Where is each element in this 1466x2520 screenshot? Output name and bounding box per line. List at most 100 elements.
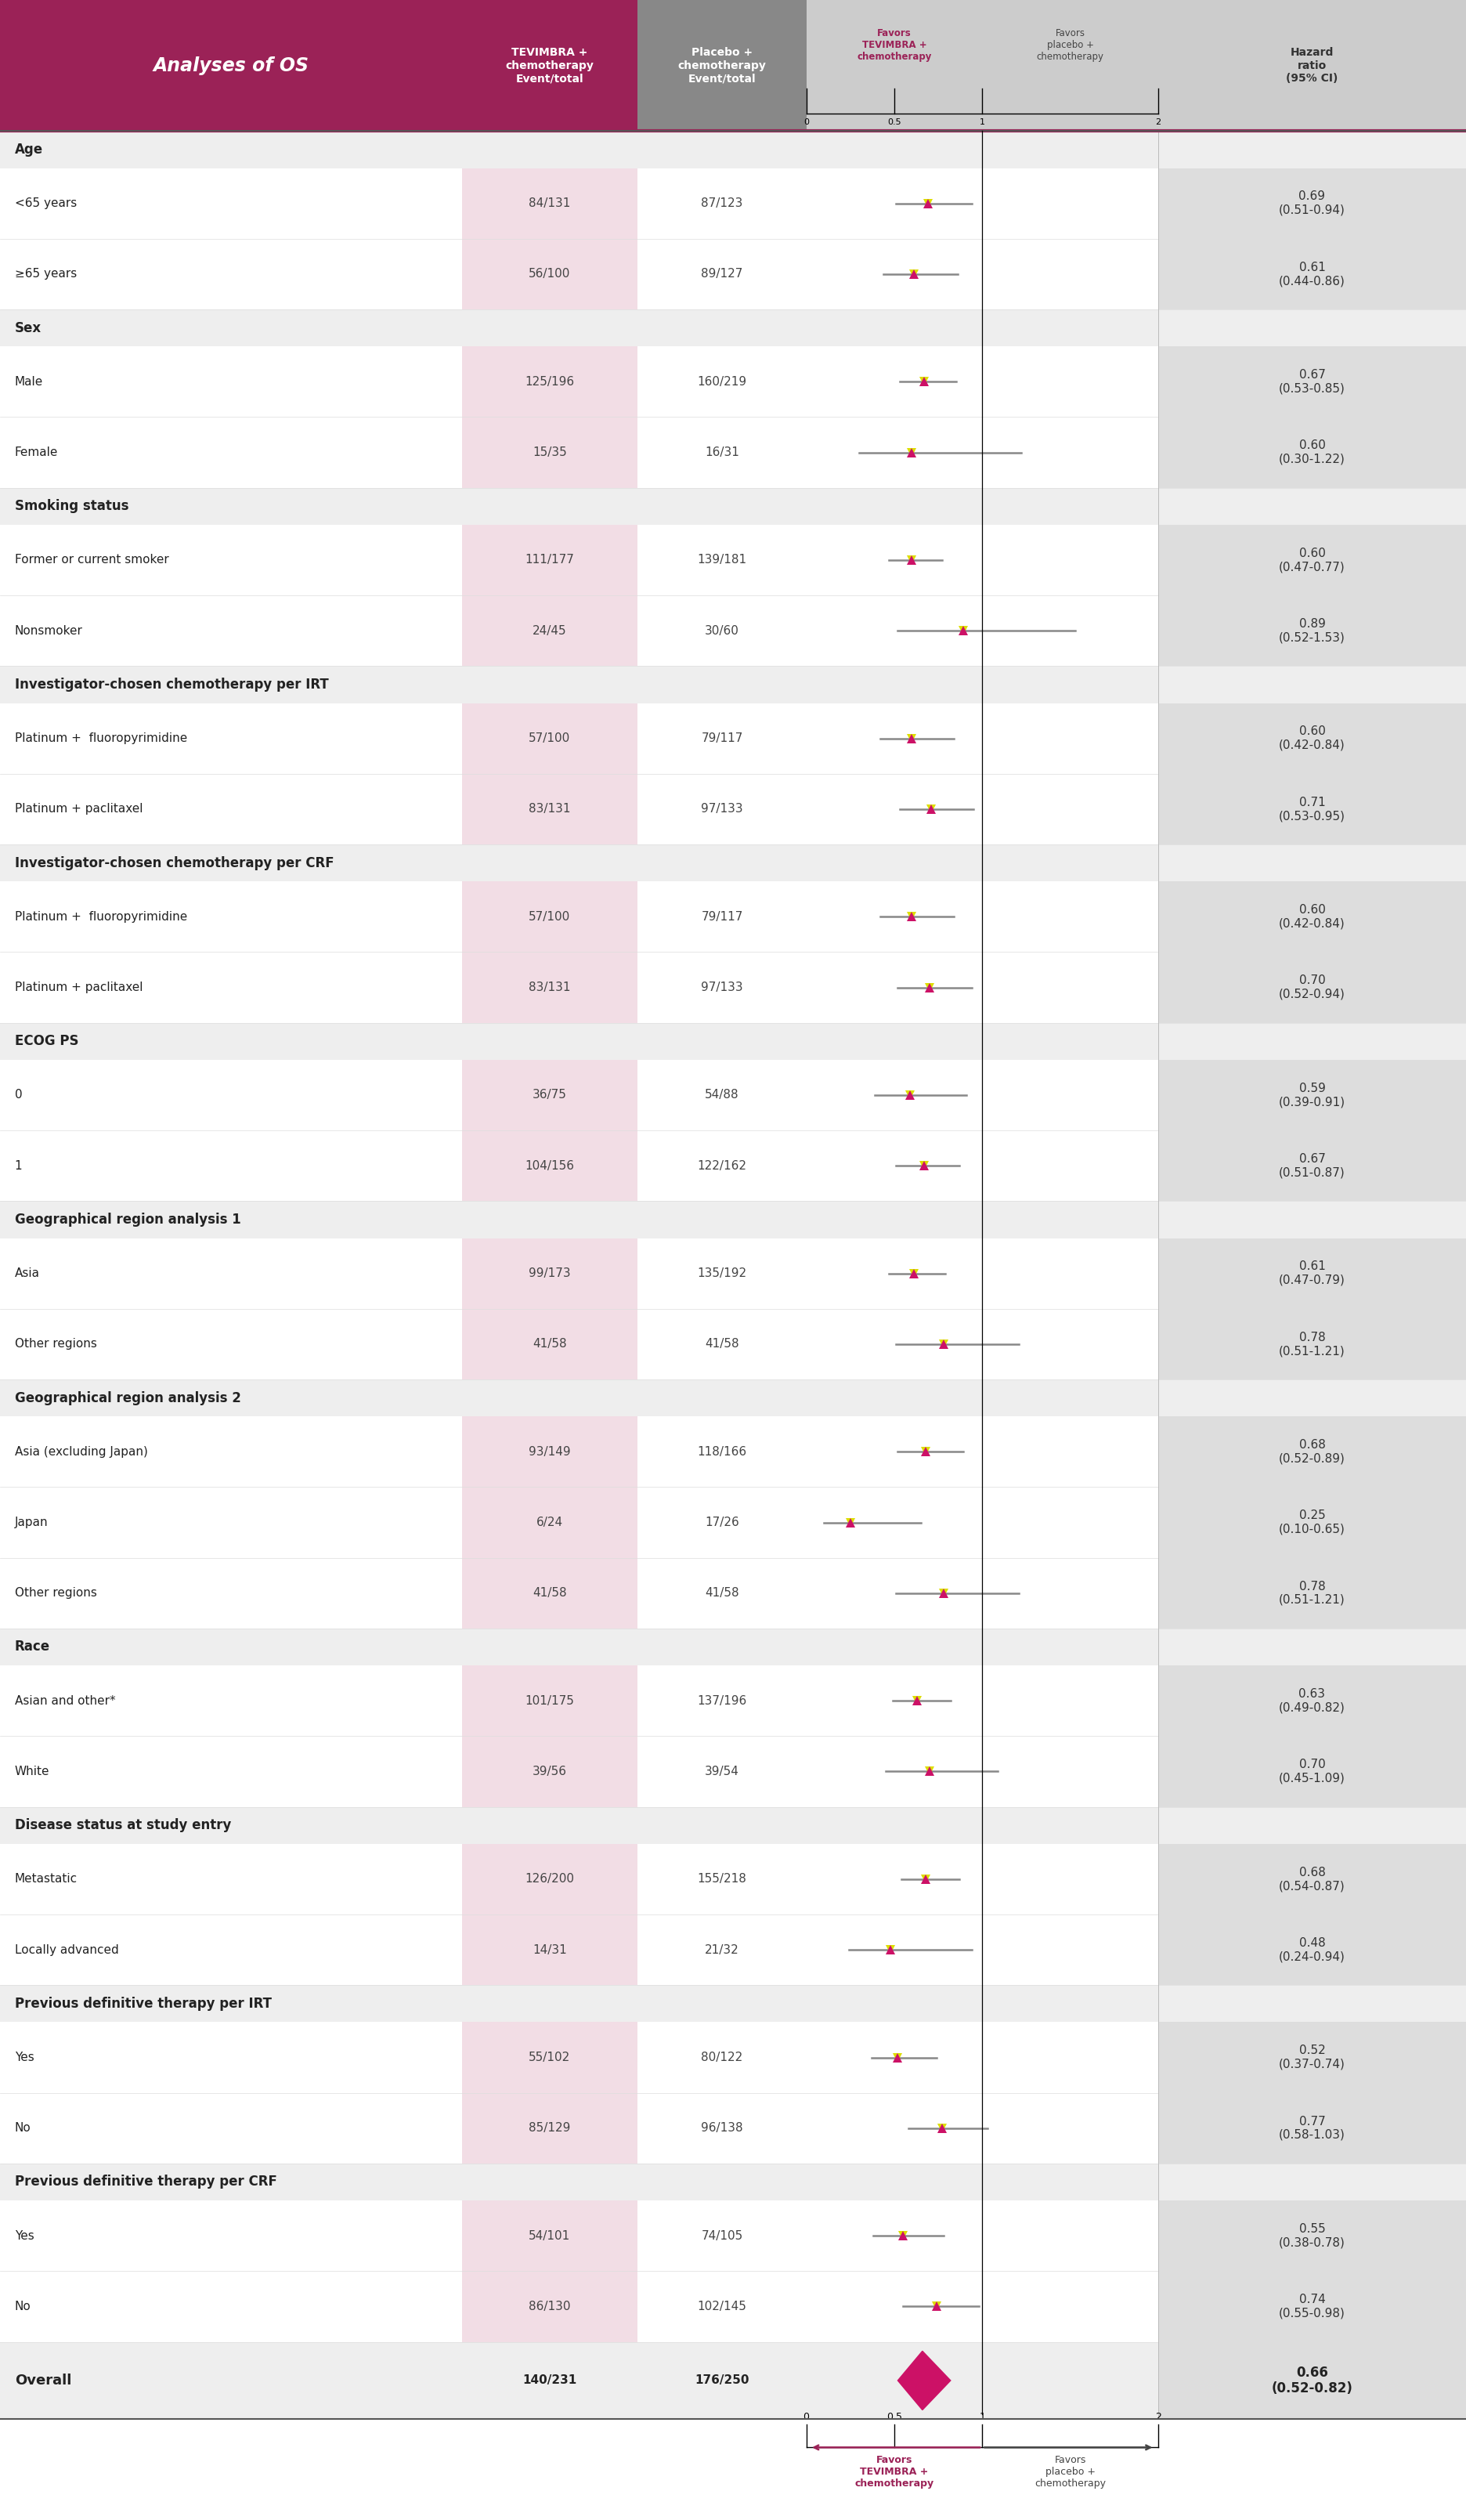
Bar — [462, 882, 638, 953]
Bar — [638, 0, 806, 131]
Bar — [1158, 2341, 1466, 2419]
Bar — [1158, 595, 1466, 665]
Bar — [638, 1237, 806, 1308]
Text: 0.61
(0.44-0.86): 0.61 (0.44-0.86) — [1278, 262, 1346, 287]
Text: 54/101: 54/101 — [529, 2230, 570, 2243]
Bar — [462, 1557, 638, 1628]
Text: Geographical region analysis 2: Geographical region analysis 2 — [15, 1391, 240, 1406]
Text: ≥65 years: ≥65 years — [15, 267, 76, 280]
Text: 93/149: 93/149 — [529, 1446, 570, 1457]
Text: 15/35: 15/35 — [532, 446, 567, 459]
Text: 0.61
(0.47-0.79): 0.61 (0.47-0.79) — [1278, 1260, 1346, 1285]
Text: Other regions: Other regions — [15, 1338, 97, 1351]
Text: 39/56: 39/56 — [532, 1767, 567, 1777]
Text: 0.68
(0.54-0.87): 0.68 (0.54-0.87) — [1278, 1867, 1346, 1893]
Bar — [0, 131, 1466, 169]
Text: 97/133: 97/133 — [701, 983, 743, 993]
Text: Investigator-chosen chemotherapy per CRF: Investigator-chosen chemotherapy per CRF — [15, 857, 334, 869]
Text: Age: Age — [15, 144, 43, 156]
Text: Locally advanced: Locally advanced — [15, 1943, 119, 1956]
Bar — [0, 1915, 462, 1986]
Bar — [462, 1915, 638, 1986]
Bar — [1158, 1557, 1466, 1628]
Text: Investigator-chosen chemotherapy per IRT: Investigator-chosen chemotherapy per IRT — [15, 678, 328, 690]
Bar — [638, 2200, 806, 2271]
Text: 0.60
(0.42-0.84): 0.60 (0.42-0.84) — [1278, 726, 1346, 751]
Text: Former or current smoker: Former or current smoker — [15, 554, 169, 567]
Text: 0.68
(0.52-0.89): 0.68 (0.52-0.89) — [1278, 1439, 1346, 1464]
Bar — [806, 1061, 1158, 1131]
Text: 0.55
(0.38-0.78): 0.55 (0.38-0.78) — [1278, 2223, 1346, 2248]
Bar — [462, 1487, 638, 1557]
Bar — [638, 239, 806, 310]
Text: 0.48
(0.24-0.94): 0.48 (0.24-0.94) — [1278, 1938, 1346, 1963]
Text: 57/100: 57/100 — [529, 910, 570, 922]
Text: Placebo +
chemotherapy
Event/total: Placebo + chemotherapy Event/total — [677, 48, 767, 83]
Bar — [0, 239, 462, 310]
Text: 0.63
(0.49-0.82): 0.63 (0.49-0.82) — [1278, 1688, 1346, 1714]
Text: 0.25
(0.10-0.65): 0.25 (0.10-0.65) — [1278, 1509, 1346, 1535]
Bar — [638, 774, 806, 844]
Bar — [806, 2271, 1158, 2341]
Text: 0.60
(0.42-0.84): 0.60 (0.42-0.84) — [1278, 905, 1346, 930]
Bar — [0, 1736, 462, 1807]
Bar — [1158, 953, 1466, 1023]
Bar — [462, 169, 638, 239]
Bar — [1158, 2200, 1466, 2271]
Bar — [0, 1557, 462, 1628]
Bar — [0, 2271, 462, 2341]
Bar — [638, 2021, 806, 2092]
Text: Platinum + paclitaxel: Platinum + paclitaxel — [15, 804, 142, 814]
Polygon shape — [897, 2351, 950, 2409]
Text: <65 years: <65 years — [15, 197, 76, 209]
Text: 0: 0 — [803, 118, 809, 126]
Text: No: No — [15, 2301, 31, 2313]
Text: 1: 1 — [979, 118, 985, 126]
Bar — [0, 703, 462, 774]
Bar — [462, 1845, 638, 1915]
Bar — [0, 1061, 462, 1131]
Text: 79/117: 79/117 — [701, 733, 743, 743]
Text: 0.66
(0.52-0.82): 0.66 (0.52-0.82) — [1271, 2366, 1353, 2397]
Bar — [1158, 1845, 1466, 1915]
Text: 41/58: 41/58 — [532, 1588, 567, 1600]
Text: 80/122: 80/122 — [701, 2051, 743, 2064]
Text: 176/250: 176/250 — [695, 2374, 749, 2386]
Text: 0.5: 0.5 — [887, 2412, 902, 2422]
Bar — [0, 169, 462, 239]
Bar — [462, 418, 638, 489]
Bar — [638, 169, 806, 239]
Bar — [806, 239, 1158, 310]
Text: 41/58: 41/58 — [532, 1338, 567, 1351]
Text: Favors
TEVIMBRA +
chemotherapy: Favors TEVIMBRA + chemotherapy — [858, 28, 931, 63]
Bar — [806, 2021, 1158, 2092]
Text: Geographical region analysis 1: Geographical region analysis 1 — [15, 1212, 240, 1227]
Bar — [0, 2092, 462, 2165]
Text: Analyses of OS: Analyses of OS — [152, 55, 309, 76]
Text: 87/123: 87/123 — [701, 197, 743, 209]
Bar — [462, 1416, 638, 1487]
Bar — [1158, 2092, 1466, 2165]
Text: 137/196: 137/196 — [698, 1696, 746, 1706]
Bar — [806, 1557, 1158, 1628]
Bar — [1158, 1416, 1466, 1487]
Text: 111/177: 111/177 — [525, 554, 575, 567]
Text: 0.60
(0.30-1.22): 0.60 (0.30-1.22) — [1278, 438, 1346, 466]
Bar — [1158, 0, 1466, 131]
Text: Previous definitive therapy per IRT: Previous definitive therapy per IRT — [15, 1996, 271, 2011]
Text: 0.69
(0.51-0.94): 0.69 (0.51-0.94) — [1278, 192, 1346, 217]
Text: Asia: Asia — [15, 1268, 40, 1280]
Text: 139/181: 139/181 — [698, 554, 746, 567]
Text: 1: 1 — [15, 1159, 22, 1172]
Text: Other regions: Other regions — [15, 1588, 97, 1600]
Text: 101/175: 101/175 — [525, 1696, 575, 1706]
Bar — [462, 1061, 638, 1131]
Text: 0.74
(0.55-0.98): 0.74 (0.55-0.98) — [1278, 2293, 1346, 2318]
Text: Male: Male — [15, 375, 43, 388]
Bar — [0, 1666, 462, 1736]
Text: Nonsmoker: Nonsmoker — [15, 625, 82, 638]
Text: White: White — [15, 1767, 50, 1777]
Text: 99/173: 99/173 — [529, 1268, 570, 1280]
Bar — [0, 524, 462, 595]
Text: Female: Female — [15, 446, 59, 459]
